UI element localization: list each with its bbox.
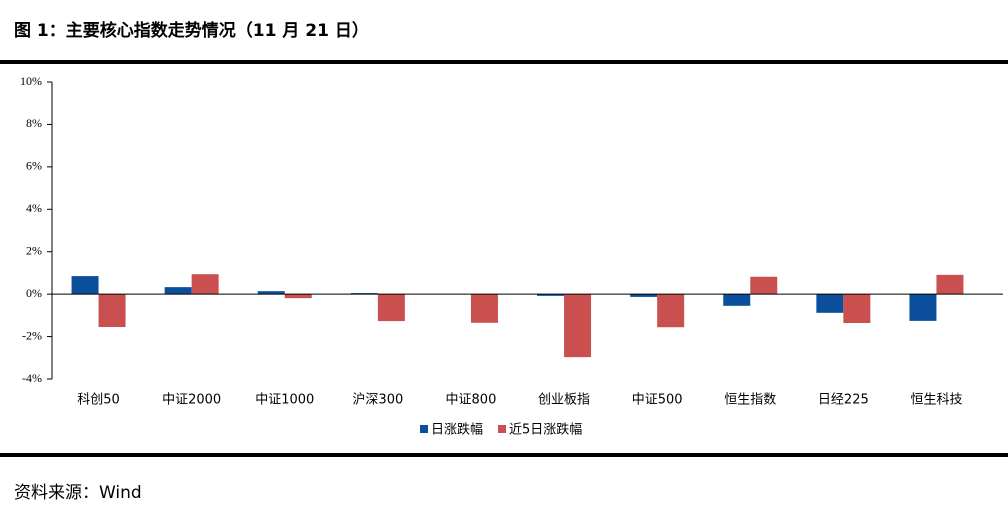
y-tick-label: 2%: [26, 243, 42, 257]
x-tick-label: 中证1000: [255, 393, 314, 408]
y-tick-label: 0%: [26, 286, 42, 300]
bar: [657, 294, 685, 328]
bar: [816, 294, 844, 313]
bar: [71, 276, 99, 295]
bar: [750, 276, 778, 295]
source-note: 资料来源：Wind: [14, 483, 142, 503]
y-tick-label: 6%: [26, 159, 42, 173]
bar: [723, 294, 751, 306]
top-rule: [0, 60, 1008, 64]
legend-label: 日涨跌幅: [431, 422, 483, 438]
x-tick-label: 恒生指数: [724, 393, 776, 408]
bar: [350, 293, 378, 295]
bar: [191, 274, 219, 295]
y-tick-label: -2%: [22, 328, 42, 342]
legend-label: 近5日涨跌幅: [509, 422, 582, 438]
y-tick-label: 10%: [20, 74, 42, 88]
x-tick-label: 恒生科技: [910, 393, 962, 408]
y-tick-label: 8%: [26, 116, 42, 130]
bar: [936, 274, 964, 295]
x-tick-label: 日经225: [818, 393, 869, 408]
legend-swatch: [498, 425, 507, 433]
bar: [564, 294, 592, 358]
bottom-rule: [0, 453, 1008, 457]
bar: [377, 294, 405, 322]
x-tick-label: 科创50: [77, 393, 120, 408]
bar: [164, 287, 192, 295]
x-tick-label: 沪深300: [352, 392, 403, 408]
y-tick-label: 4%: [26, 201, 42, 215]
bar: [257, 291, 285, 295]
x-tick-label: 中证2000: [162, 393, 221, 408]
x-tick-label: 创业板指: [538, 393, 590, 408]
y-tick-label: -4%: [22, 371, 42, 385]
bar: [470, 294, 498, 323]
bar: [537, 294, 565, 296]
bar: [98, 294, 126, 328]
bar: [909, 294, 937, 321]
bar: [630, 294, 658, 297]
bar: [843, 294, 871, 323]
legend-swatch: [420, 425, 428, 433]
x-tick-label: 中证800: [446, 393, 497, 408]
bar: [284, 294, 312, 299]
x-tick-label: 中证500: [632, 393, 683, 408]
chart-title: 图 1：主要核心指数走势情况（11 月 21 日）: [14, 20, 369, 41]
